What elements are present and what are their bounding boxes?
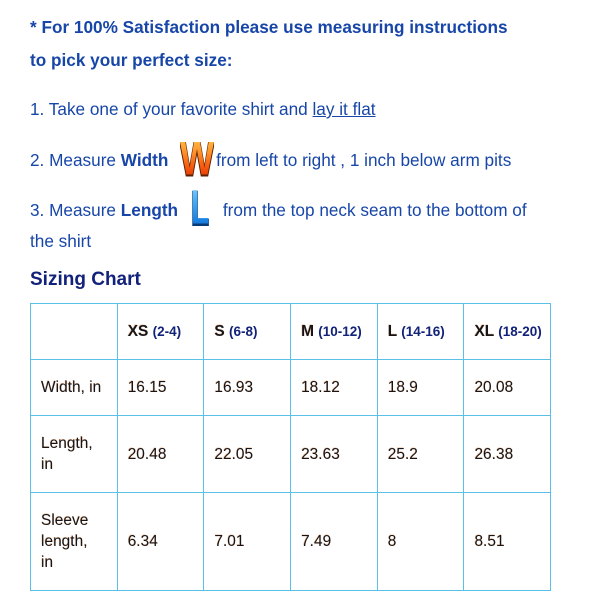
svg-text:L: L: [191, 182, 209, 234]
svg-text:W: W: [180, 134, 214, 184]
